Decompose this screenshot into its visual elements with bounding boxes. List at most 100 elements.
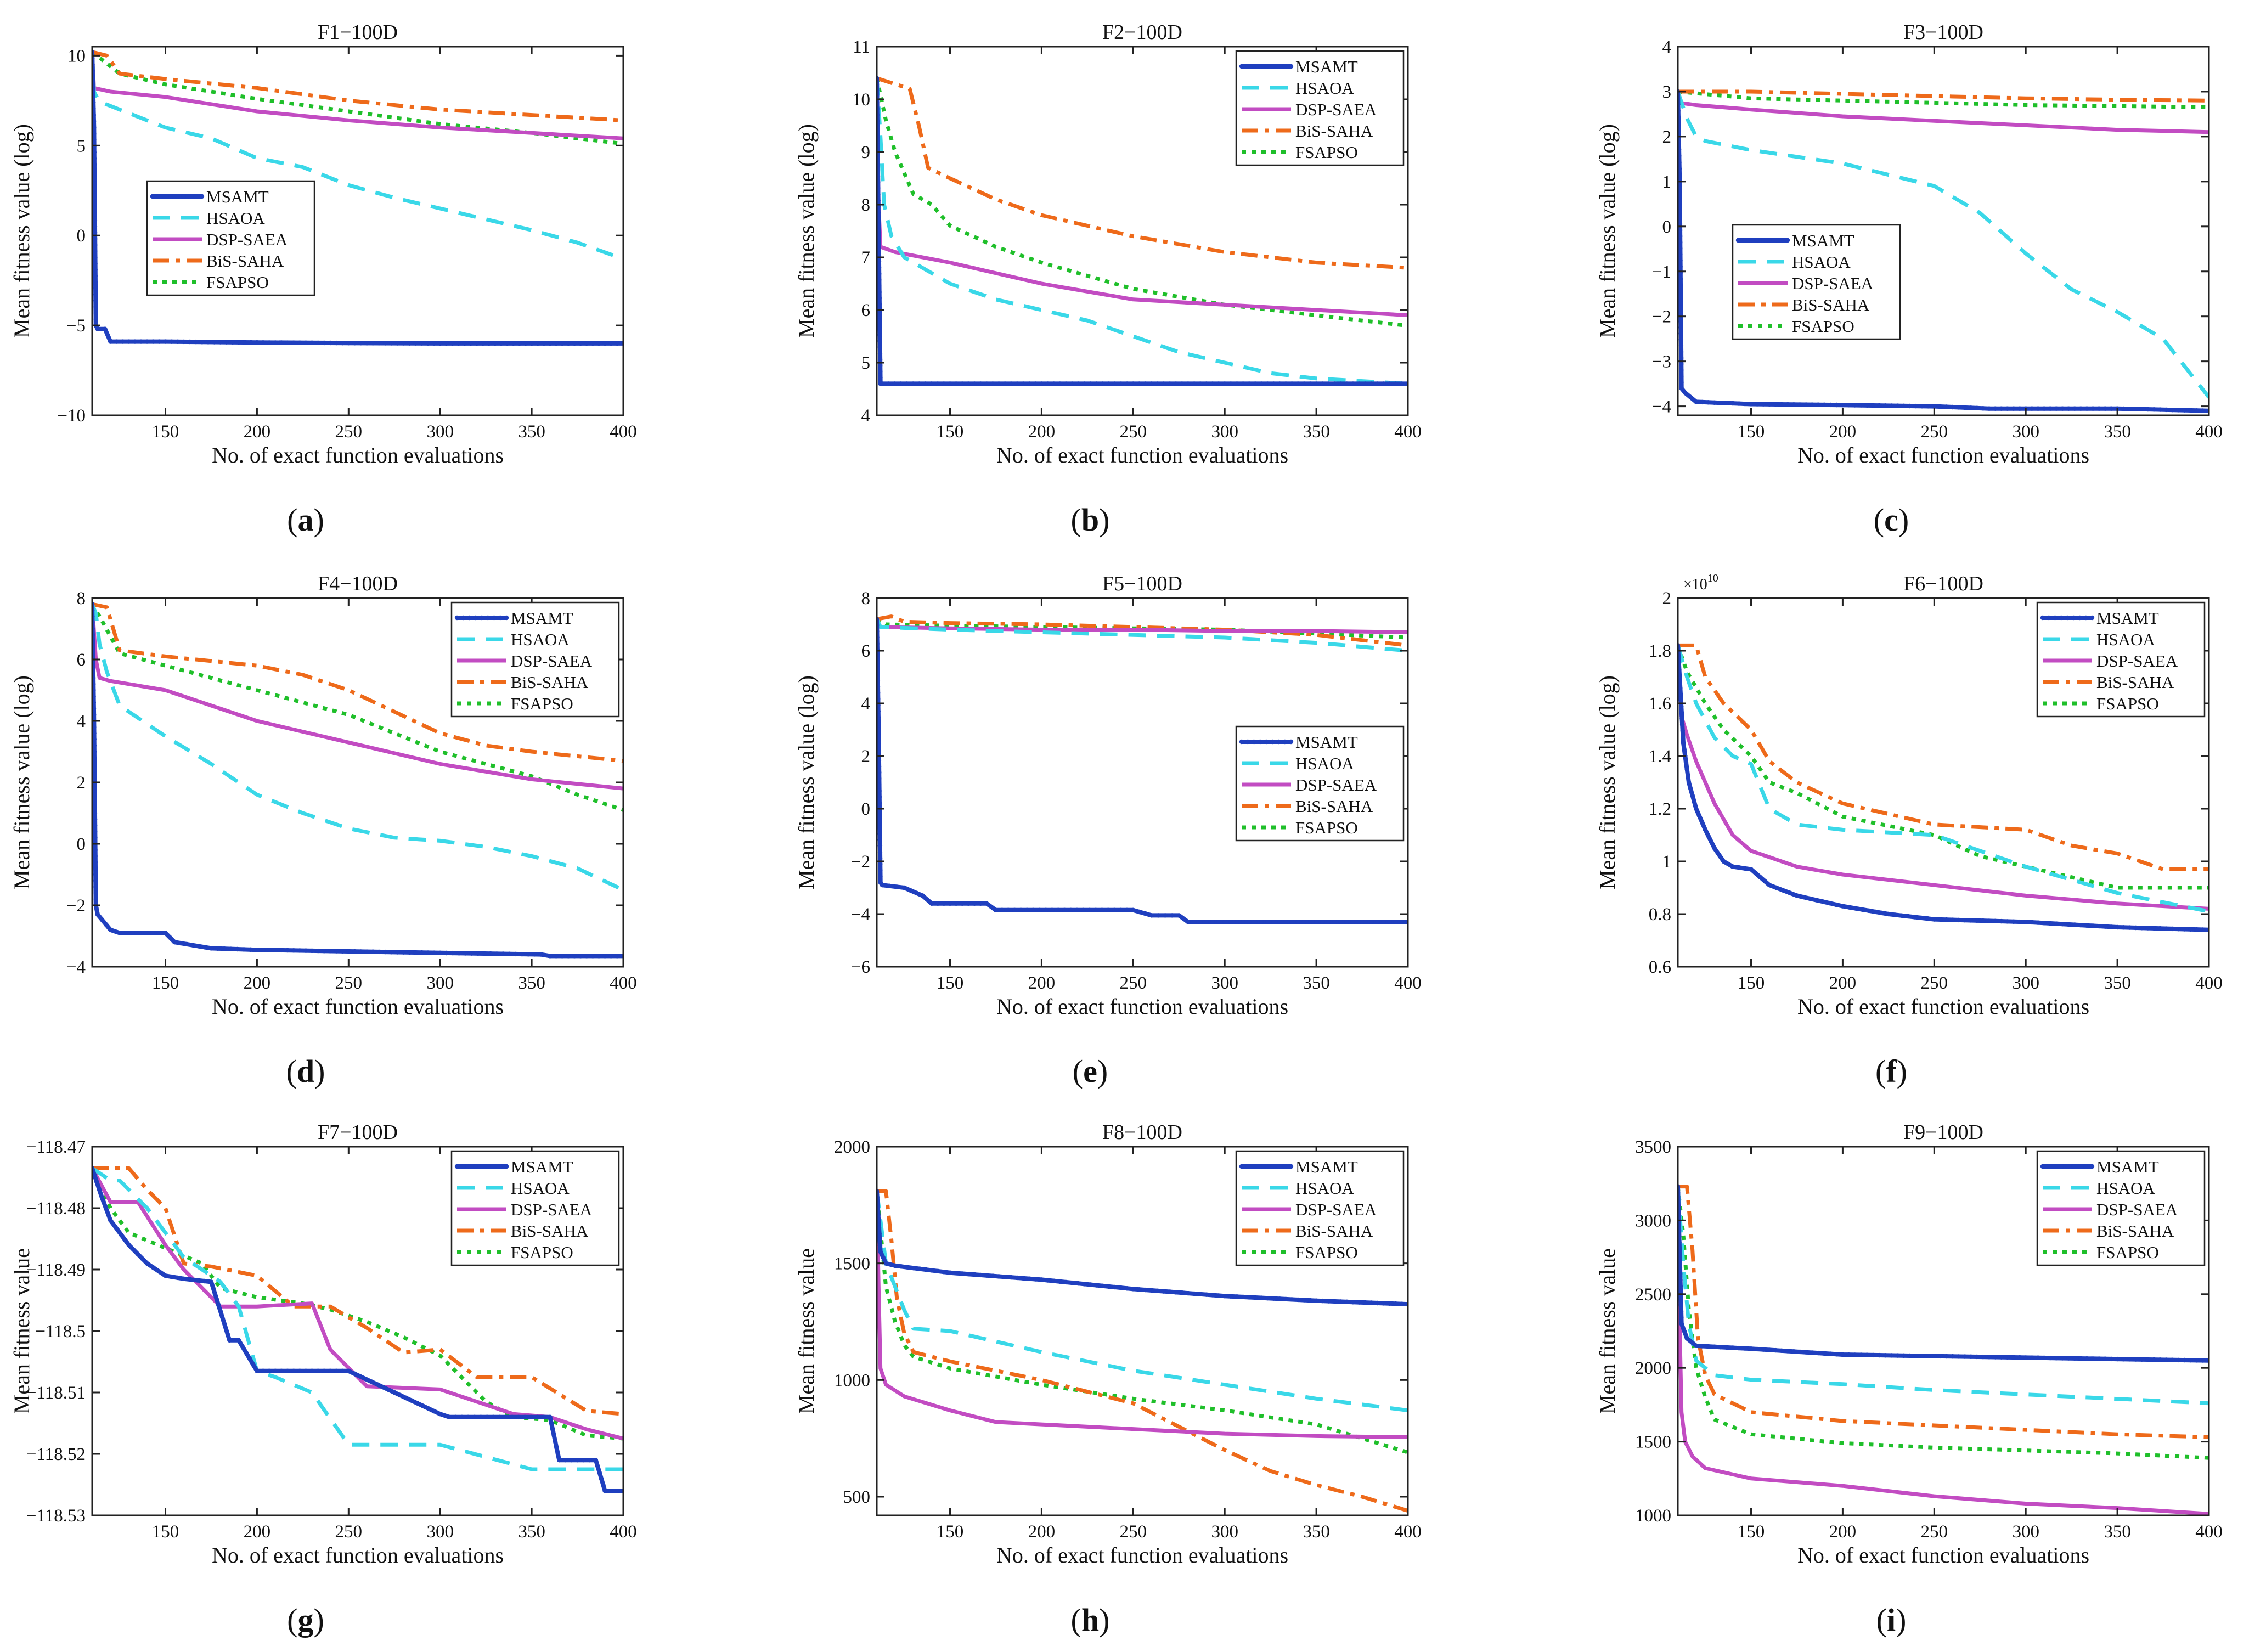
series-marker-msamt [1767, 883, 1772, 888]
series-marker-msamt [93, 255, 98, 260]
series-marker-msamt [587, 1458, 593, 1463]
series-marker-msamt [93, 298, 98, 303]
series-marker-msamt [398, 1392, 403, 1398]
legend: MSAMT HSAOA DSP-SAEA BiS-SAHA FSAPSO [2036, 1150, 2206, 1266]
series-marker-msamt [1847, 905, 1852, 910]
series-marker-msamt [249, 340, 253, 345]
series-marker-msamt [1143, 381, 1148, 386]
series-marker-msamt [93, 872, 98, 877]
series-marker-msamt [1678, 277, 1683, 281]
series-marker-msamt [291, 948, 296, 953]
series-marker-msamt [1678, 1271, 1683, 1276]
legend-marker [486, 1164, 491, 1169]
series-marker-msamt [157, 1269, 162, 1274]
legend-label-dsp-saea: DSP-SAEA [1295, 775, 1377, 794]
series-marker-msamt [877, 320, 882, 325]
series-marker-msamt [1944, 917, 1949, 922]
legend: MSAMT HSAOA DSP-SAEA BiS-SAHA FSAPSO [450, 601, 620, 718]
series-marker-msamt [1679, 1321, 1684, 1326]
y-tick-label: 3 [1662, 82, 1672, 102]
series-marker-msamt [877, 843, 883, 848]
series-marker-msamt [480, 341, 486, 346]
series-marker-msamt [1956, 917, 1961, 923]
y-tick-label: 9 [861, 143, 871, 162]
series-marker-msamt [1678, 1296, 1683, 1301]
legend-marker [1258, 739, 1262, 745]
series-marker-msamt [456, 341, 461, 346]
legend-marker [1785, 238, 1790, 243]
legend-label-msamt: MSAMT [511, 1157, 573, 1176]
series-marker-msamt [1045, 1278, 1050, 1283]
series-marker-msamt [1678, 160, 1682, 165]
series-marker-msamt [877, 690, 881, 695]
series-marker-msamt [954, 1271, 959, 1276]
series-marker-msamt [279, 340, 284, 345]
series-marker-msamt [911, 1266, 916, 1271]
y-axis-label: Mean fitness value (log) [1595, 675, 1620, 889]
series-marker-msamt [548, 341, 553, 346]
series-marker-msamt [1192, 381, 1197, 386]
series-marker-msamt [894, 884, 899, 889]
series-marker-msamt [2030, 406, 2034, 411]
legend-marker [1754, 238, 1759, 243]
series-marker-msamt [1895, 1353, 1900, 1358]
series-marker-msamt [438, 341, 443, 346]
series-marker-msamt [1314, 1298, 1319, 1303]
legend-marker [2047, 1164, 2051, 1169]
series-marker-msamt [2182, 1357, 2187, 1363]
series-marker-msamt [1301, 920, 1307, 924]
x-tick-label: 300 [1211, 422, 1238, 442]
series-marker-msamt [1807, 896, 1812, 901]
series-marker-msamt [2170, 408, 2175, 413]
series-marker-msamt [1834, 402, 1839, 408]
series-marker-msamt [507, 951, 512, 956]
series-marker-msamt [1678, 147, 1682, 152]
legend-label-msamt: MSAMT [511, 608, 573, 628]
series-marker-msamt [887, 883, 892, 889]
x-tick-label: 150 [1738, 1522, 1765, 1542]
legend-marker [181, 194, 186, 199]
legend-marker [199, 194, 205, 199]
y-tick-label: −118.48 [26, 1199, 86, 1219]
series-marker-msamt [901, 885, 907, 890]
series-marker-msamt [369, 1379, 374, 1384]
series-marker-msamt [1956, 1354, 1961, 1359]
series-marker-msamt [1956, 405, 1961, 410]
series-marker-msamt [92, 174, 97, 179]
legend-marker [2059, 615, 2064, 621]
legend-label-dsp-saea: DSP-SAEA [511, 651, 593, 670]
series-marker-msamt [1338, 1299, 1343, 1304]
series-marker-msamt [1864, 1352, 1870, 1357]
series-marker-msamt [431, 341, 437, 346]
series-marker-msamt [1186, 920, 1191, 924]
series-marker-msamt [538, 952, 543, 957]
x-tick-label: 250 [1120, 973, 1147, 993]
series-marker-msamt [510, 1414, 515, 1419]
legend-marker [2065, 615, 2070, 621]
series-marker-msamt [1703, 827, 1708, 832]
series-marker-msamt [472, 1414, 477, 1419]
legend-marker [1767, 238, 1772, 243]
legend-label-dsp-saea: DSP-SAEA [1295, 1200, 1377, 1219]
series-marker-msamt [167, 935, 173, 940]
series-marker-msamt [99, 917, 104, 922]
legend-label-bis-saha: BiS-SAHA [511, 673, 589, 692]
panel-label: (c) [1874, 502, 1909, 538]
series-marker-msamt [2066, 406, 2071, 411]
series-marker-msamt [248, 947, 253, 952]
series-marker-msamt [535, 1414, 540, 1419]
series-marker-msamt [93, 286, 98, 291]
series-marker-msamt [2109, 406, 2114, 411]
series-marker-msamt [1678, 1240, 1682, 1245]
series-marker-msamt [877, 357, 883, 362]
series-marker-msamt [1088, 381, 1093, 386]
legend-marker [1288, 739, 1294, 745]
series-marker-msamt [1743, 401, 1748, 407]
legend-marker [498, 1164, 503, 1169]
series-marker-msamt [2200, 408, 2206, 413]
y-tick-label: 2000 [834, 1137, 870, 1157]
series-marker-msamt [364, 949, 369, 954]
series-marker-msamt [1779, 402, 1784, 407]
y-tick-label: −118.51 [26, 1383, 86, 1403]
series-marker-msamt [1265, 381, 1270, 386]
